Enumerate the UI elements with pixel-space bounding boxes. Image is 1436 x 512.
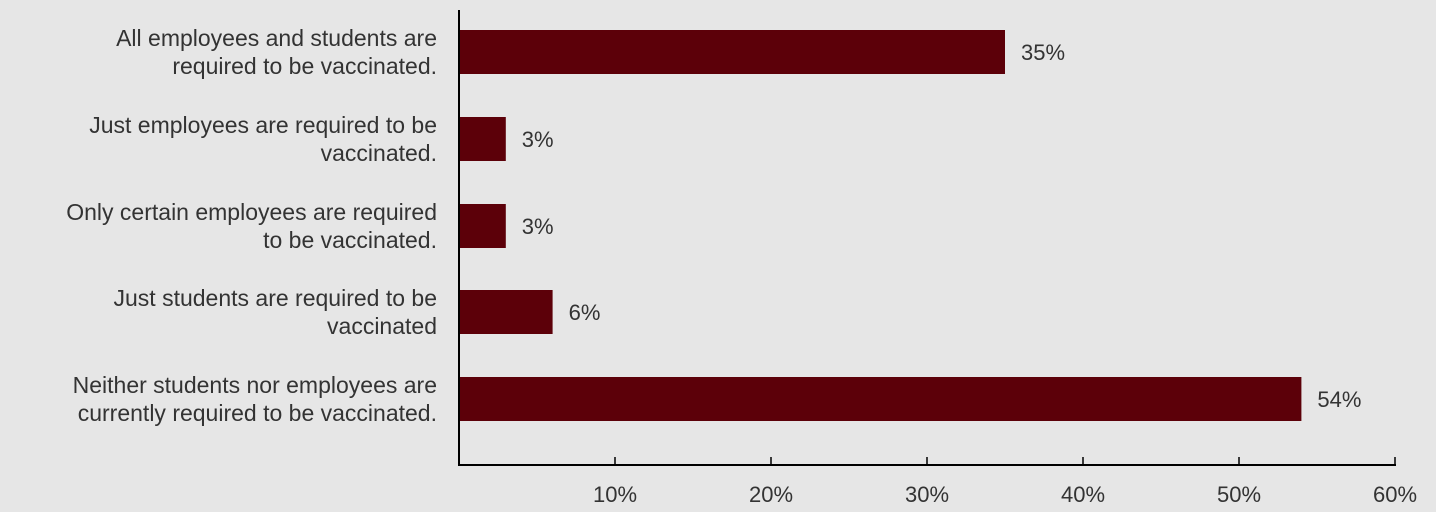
category-label-line: Just employees are required to be xyxy=(89,112,437,138)
bar xyxy=(459,30,1005,74)
x-tick-label: 60% xyxy=(1373,482,1417,507)
category-label-line: All employees and students are xyxy=(116,25,437,51)
category-label-line: currently required to be vaccinated. xyxy=(78,400,437,426)
category-label: Just employees are required to be vaccina… xyxy=(89,112,437,166)
bar xyxy=(459,204,506,248)
x-tick-label: 20% xyxy=(749,482,793,507)
x-tick-label: 30% xyxy=(905,482,949,507)
x-tick-label: 10% xyxy=(593,482,637,507)
category-labels-layer: All employees and students are required t… xyxy=(66,25,437,426)
category-label-line: Only certain employees are required xyxy=(66,199,437,225)
value-labels-layer: 35% 3% 3% 6% 54% xyxy=(522,40,1362,412)
category-label: Neither students nor employees are curren… xyxy=(73,372,437,426)
category-label: All employees and students are required t… xyxy=(116,25,437,79)
category-label-line: to be vaccinated. xyxy=(263,227,437,253)
value-label: 3% xyxy=(522,214,554,239)
category-label-line: vaccinated xyxy=(327,313,437,339)
value-label: 35% xyxy=(1021,40,1065,65)
category-label-line: Neither students nor employees are xyxy=(73,372,437,398)
bar xyxy=(459,377,1302,421)
bar xyxy=(459,290,553,334)
category-label: Just students are required to be vaccinat… xyxy=(114,285,437,339)
category-label-line: Just students are required to be xyxy=(114,285,437,311)
x-ticks-layer: 10% 20% 30% 40% 50% 60% xyxy=(593,457,1417,507)
bars-layer xyxy=(459,30,1302,421)
category-label: Only certain employees are required to be… xyxy=(66,199,437,253)
value-label: 54% xyxy=(1317,387,1361,412)
x-tick-label: 50% xyxy=(1217,482,1261,507)
category-label-line: required to be vaccinated. xyxy=(172,53,437,79)
value-label: 6% xyxy=(569,300,601,325)
x-tick-label: 40% xyxy=(1061,482,1105,507)
value-label: 3% xyxy=(522,127,554,152)
bar xyxy=(459,117,506,161)
category-label-line: vaccinated. xyxy=(321,140,437,166)
